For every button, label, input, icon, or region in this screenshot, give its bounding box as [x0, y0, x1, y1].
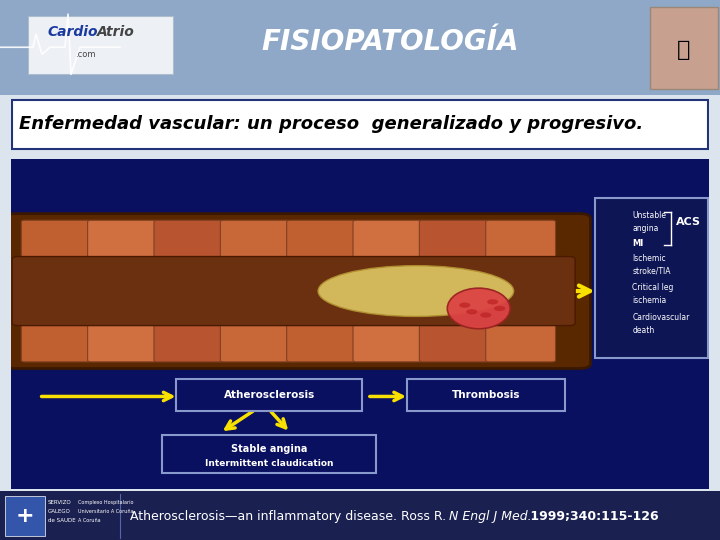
FancyBboxPatch shape — [12, 100, 708, 149]
Text: GALEGO: GALEGO — [48, 509, 71, 514]
Ellipse shape — [101, 300, 148, 326]
Text: 1999;340:115-126: 1999;340:115-126 — [526, 510, 659, 523]
FancyBboxPatch shape — [419, 220, 489, 362]
Ellipse shape — [168, 300, 214, 326]
Ellipse shape — [366, 300, 413, 326]
FancyBboxPatch shape — [22, 220, 91, 362]
Text: .com: .com — [75, 50, 96, 59]
Text: +: + — [16, 506, 35, 526]
Text: SERVIZO: SERVIZO — [48, 500, 72, 505]
FancyBboxPatch shape — [407, 379, 564, 410]
Ellipse shape — [499, 300, 546, 326]
Ellipse shape — [234, 300, 280, 326]
Text: Atherosclerosis—an inflammatory disease. Ross R.: Atherosclerosis—an inflammatory disease.… — [130, 510, 450, 523]
FancyBboxPatch shape — [4, 214, 590, 368]
Text: FISIOPATOLOGÍA: FISIOPATOLOGÍA — [261, 28, 518, 56]
Text: A Coruña: A Coruña — [78, 518, 101, 523]
Ellipse shape — [433, 300, 480, 326]
Text: stroke/TIA: stroke/TIA — [632, 267, 671, 276]
Text: Ischemic: Ischemic — [632, 254, 666, 262]
FancyBboxPatch shape — [176, 379, 362, 410]
FancyBboxPatch shape — [220, 220, 290, 362]
Circle shape — [494, 306, 505, 311]
Text: Enfermedad vascular: un proceso  generalizado y progresivo.: Enfermedad vascular: un proceso generali… — [19, 115, 644, 133]
Circle shape — [487, 299, 498, 305]
FancyBboxPatch shape — [353, 220, 423, 362]
Text: Stable angina: Stable angina — [231, 444, 307, 454]
Text: Cardiovascular: Cardiovascular — [632, 313, 690, 322]
Circle shape — [459, 302, 470, 308]
FancyBboxPatch shape — [88, 220, 158, 362]
Text: Intermittent claudication: Intermittent claudication — [205, 460, 333, 469]
Text: MI: MI — [632, 239, 644, 248]
FancyBboxPatch shape — [154, 220, 224, 362]
Text: de SAUDE: de SAUDE — [48, 518, 76, 523]
Text: Thrombosis: Thrombosis — [451, 390, 520, 400]
Text: Atrio: Atrio — [97, 25, 135, 39]
Text: ischemia: ischemia — [632, 296, 667, 306]
Text: Cardio: Cardio — [48, 25, 99, 39]
Text: Universitario A Coruña: Universitario A Coruña — [78, 509, 133, 514]
Text: 🫀: 🫀 — [678, 40, 690, 60]
Text: Complexo Hospitalario: Complexo Hospitalario — [78, 500, 133, 505]
Ellipse shape — [35, 300, 81, 326]
Text: Atherosclerosis: Atherosclerosis — [224, 390, 315, 400]
Text: N Engl J Med.: N Engl J Med. — [449, 510, 531, 523]
Circle shape — [480, 313, 491, 318]
Text: Critical leg: Critical leg — [632, 284, 674, 292]
Ellipse shape — [318, 266, 513, 316]
FancyBboxPatch shape — [486, 220, 556, 362]
FancyBboxPatch shape — [287, 220, 356, 362]
Ellipse shape — [300, 300, 346, 326]
Bar — [5, 496, 45, 536]
Text: death: death — [632, 326, 654, 335]
FancyBboxPatch shape — [162, 435, 376, 473]
Text: Unstable: Unstable — [632, 211, 667, 220]
FancyBboxPatch shape — [595, 198, 708, 358]
Bar — [650, 7, 718, 90]
FancyBboxPatch shape — [12, 256, 575, 326]
Text: ACS: ACS — [676, 217, 701, 227]
Ellipse shape — [447, 288, 510, 329]
Text: angina: angina — [632, 224, 659, 233]
Bar — [28, 16, 173, 75]
Circle shape — [466, 309, 477, 314]
